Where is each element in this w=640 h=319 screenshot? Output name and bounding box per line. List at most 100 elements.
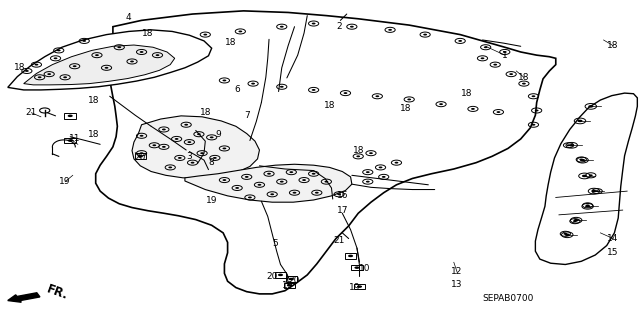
Polygon shape [24,45,175,85]
Circle shape [484,46,488,48]
Circle shape [280,26,284,28]
Circle shape [344,92,348,94]
Circle shape [315,192,319,194]
Circle shape [312,89,316,91]
Circle shape [471,108,475,110]
Text: 18: 18 [225,38,237,47]
Text: 18: 18 [88,97,100,106]
Text: 20: 20 [266,272,278,281]
Circle shape [162,146,166,148]
Circle shape [280,181,284,182]
Text: 19: 19 [282,281,294,291]
Circle shape [382,176,386,178]
Text: 18: 18 [88,130,100,139]
Bar [275,272,286,278]
Circle shape [223,179,227,181]
Text: 20: 20 [289,276,300,285]
Circle shape [569,144,574,146]
Circle shape [532,95,536,97]
Circle shape [188,141,191,143]
Bar [65,113,76,119]
Circle shape [350,26,354,28]
Circle shape [38,76,42,78]
Text: 21: 21 [26,108,37,117]
Circle shape [73,65,77,67]
Circle shape [223,147,227,149]
Text: 4: 4 [126,13,132,22]
Polygon shape [185,164,352,202]
Text: 17: 17 [337,206,348,215]
Bar [345,253,356,259]
Circle shape [589,174,593,176]
Circle shape [582,175,587,177]
Circle shape [577,120,582,122]
Circle shape [140,152,143,154]
Text: 16: 16 [337,191,348,200]
Circle shape [407,99,411,100]
Circle shape [25,70,29,72]
Circle shape [213,157,217,159]
Circle shape [394,162,398,164]
Text: 12: 12 [451,267,463,276]
Circle shape [251,83,255,85]
Circle shape [379,167,383,168]
Circle shape [95,54,99,56]
Circle shape [278,274,283,276]
Polygon shape [96,11,556,294]
Circle shape [586,204,589,206]
Circle shape [458,40,462,42]
Circle shape [566,144,570,146]
Circle shape [591,190,596,192]
Circle shape [312,23,316,25]
Circle shape [175,138,179,140]
Circle shape [509,73,513,75]
Text: 18: 18 [518,73,530,82]
Circle shape [388,29,392,31]
Circle shape [287,284,292,286]
Text: 21: 21 [333,236,345,245]
Polygon shape [536,93,637,264]
Circle shape [355,266,360,269]
Circle shape [289,278,294,280]
Circle shape [83,40,86,42]
Text: 19: 19 [206,196,218,205]
Circle shape [337,193,341,195]
Text: 15: 15 [607,248,619,257]
Circle shape [104,67,108,69]
Text: 8: 8 [209,158,214,167]
Circle shape [191,162,195,164]
Circle shape [35,64,38,66]
Circle shape [152,144,156,146]
FancyArrow shape [8,293,40,302]
Text: 13: 13 [451,280,463,289]
Circle shape [184,124,188,126]
Circle shape [324,181,328,182]
Circle shape [54,57,58,59]
Bar [351,265,363,271]
Circle shape [573,219,579,221]
Circle shape [270,193,274,195]
Text: 20: 20 [134,153,146,162]
Circle shape [248,197,252,198]
Circle shape [503,51,507,53]
Circle shape [236,187,239,189]
Text: 18: 18 [607,41,619,50]
Bar [285,276,297,282]
Circle shape [245,176,248,178]
Circle shape [140,51,143,53]
Circle shape [573,220,577,222]
Circle shape [204,33,207,35]
Text: 18: 18 [400,104,412,113]
Circle shape [493,64,497,66]
Circle shape [63,76,67,78]
Text: 19: 19 [60,177,71,186]
Circle shape [564,234,570,236]
Circle shape [497,111,500,113]
Circle shape [535,109,539,111]
Text: 10: 10 [359,264,371,273]
Text: 18: 18 [461,89,472,98]
Circle shape [68,115,73,117]
Circle shape [588,105,593,108]
Circle shape [267,173,271,175]
Text: 14: 14 [607,234,619,243]
